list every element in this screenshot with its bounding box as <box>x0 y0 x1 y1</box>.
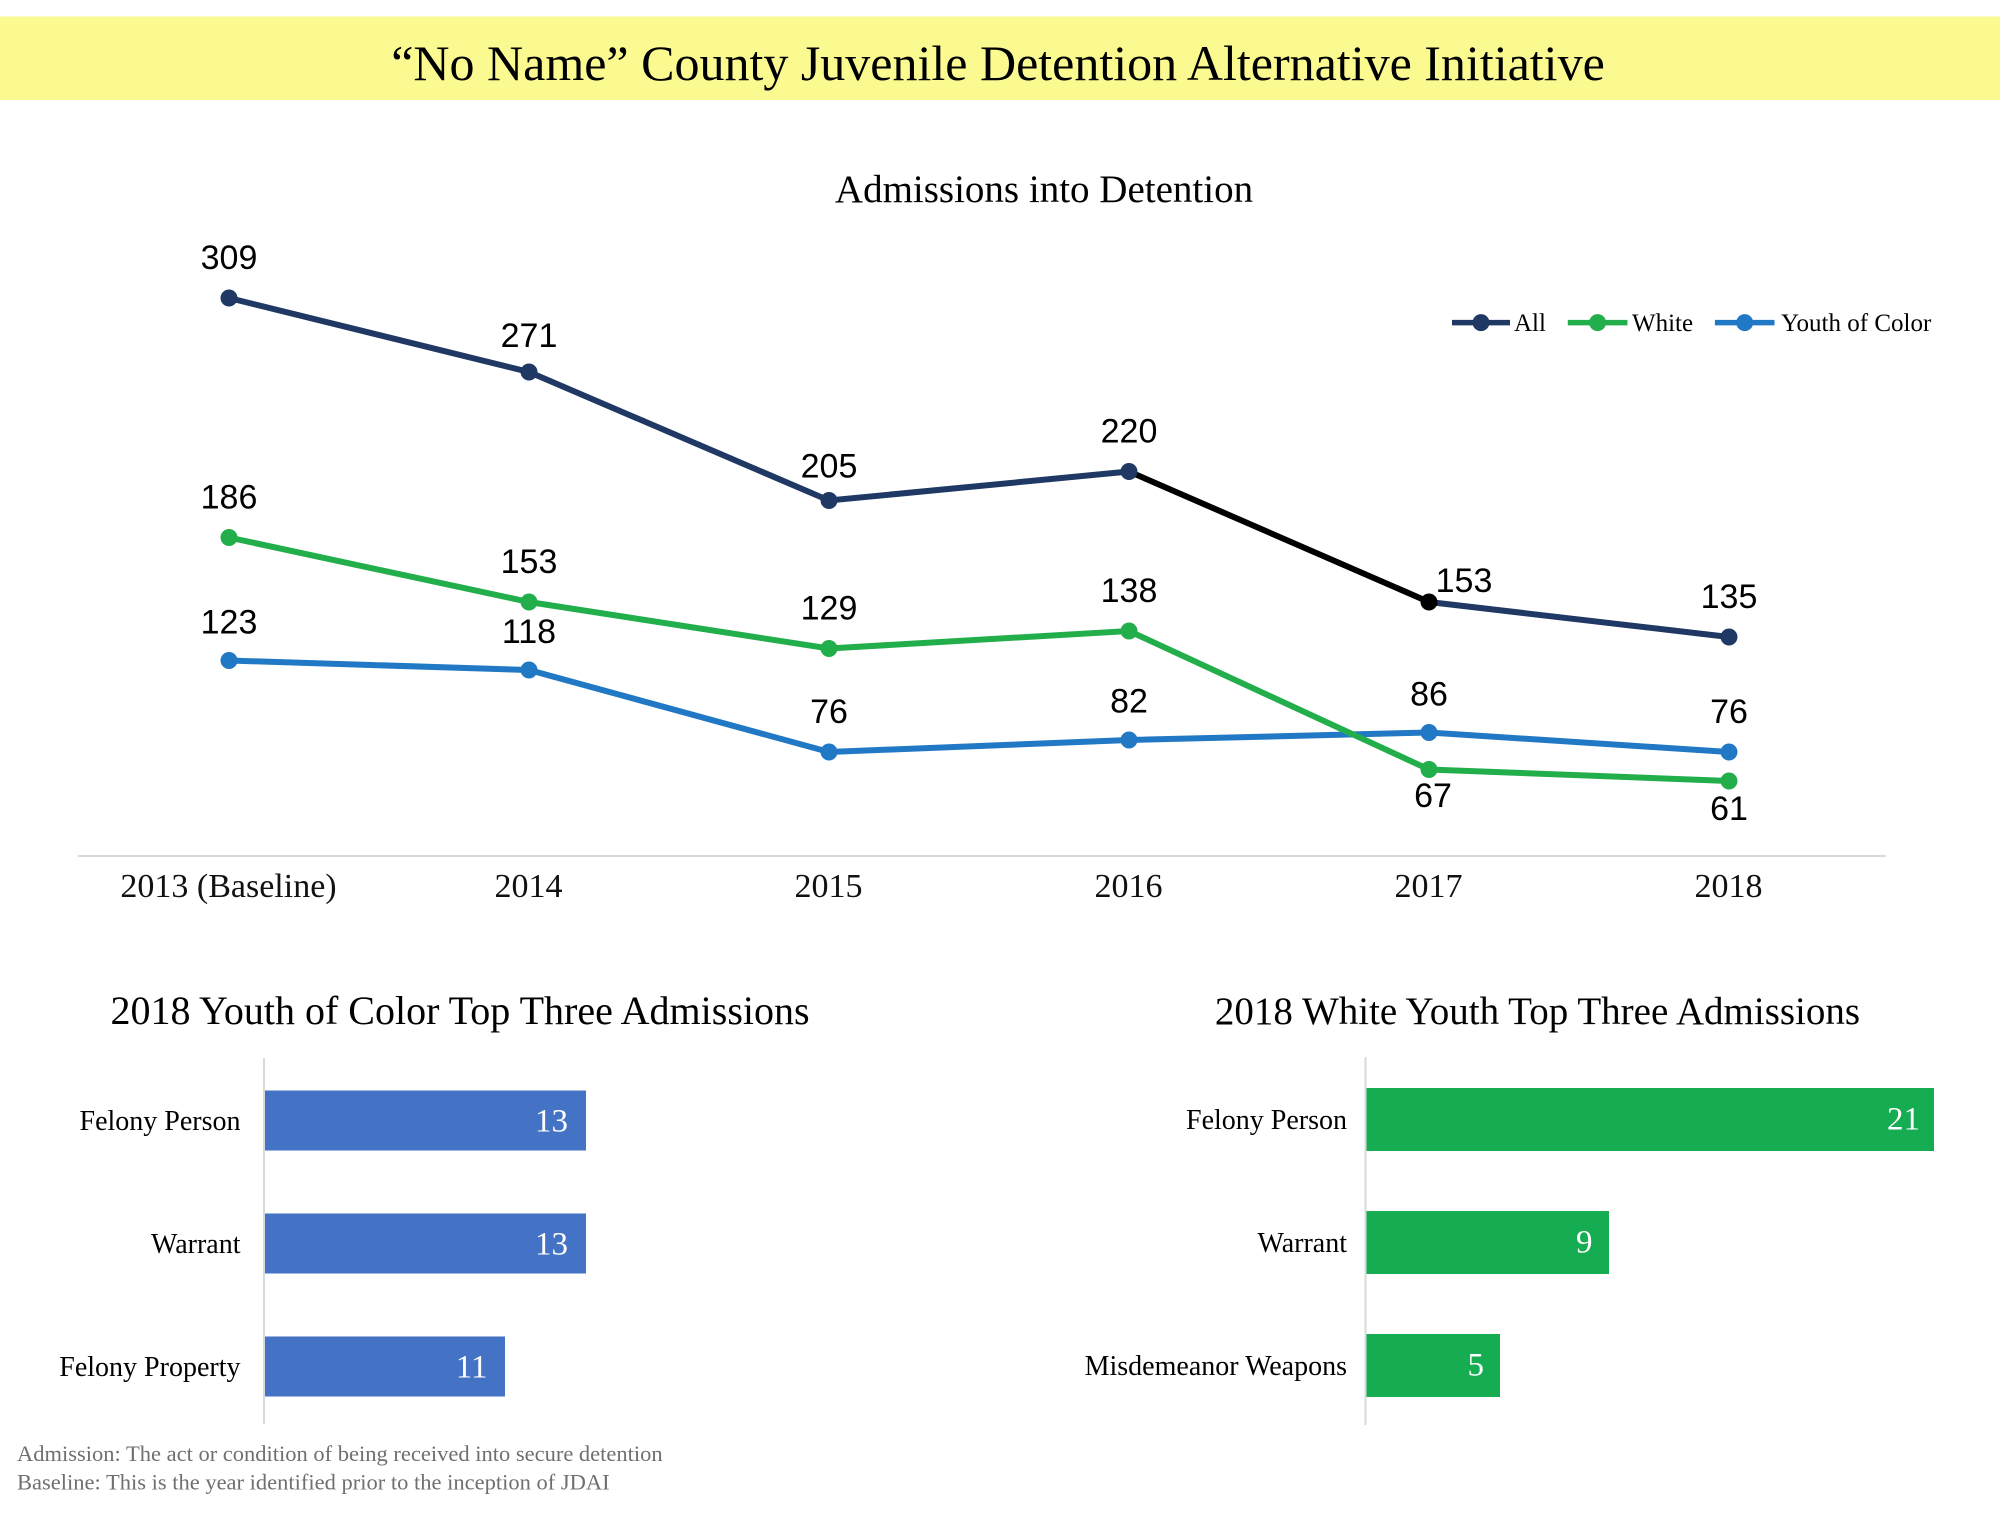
svg-text:13: 13 <box>535 1227 568 1263</box>
svg-text:2015: 2015 <box>795 868 863 905</box>
svg-text:118: 118 <box>502 613 556 651</box>
svg-text:76: 76 <box>1710 693 1748 731</box>
svg-text:129: 129 <box>801 590 858 628</box>
svg-text:2018: 2018 <box>1695 868 1763 905</box>
svg-text:271: 271 <box>501 317 558 355</box>
svg-text:153: 153 <box>501 543 558 581</box>
svg-text:Warrant: Warrant <box>1258 1228 1348 1259</box>
svg-text:Warrant: Warrant <box>151 1229 241 1260</box>
svg-text:82: 82 <box>1110 683 1148 721</box>
svg-text:186: 186 <box>201 479 258 517</box>
svg-text:76: 76 <box>810 693 848 731</box>
svg-text:2017: 2017 <box>1395 868 1463 905</box>
svg-text:9: 9 <box>1576 1225 1593 1261</box>
svg-text:205: 205 <box>801 448 858 486</box>
svg-text:2014: 2014 <box>495 868 563 905</box>
svg-text:Baseline: This is the year ide: Baseline: This is the year identified pr… <box>17 1470 610 1495</box>
svg-text:153: 153 <box>1436 562 1493 600</box>
svg-text:2016: 2016 <box>1095 868 1163 905</box>
svg-text:Admission: The act or conditio: Admission: The act or condition of being… <box>17 1441 663 1466</box>
svg-text:309: 309 <box>201 239 258 277</box>
svg-text:“No Name” County Juvenile Dete: “No Name” County Juvenile Detention Alte… <box>391 35 1605 91</box>
svg-text:Felony Property: Felony Property <box>59 1352 240 1383</box>
svg-text:220: 220 <box>1101 413 1158 451</box>
svg-text:11: 11 <box>456 1350 488 1386</box>
svg-text:123: 123 <box>201 604 258 642</box>
svg-text:2013 (Baseline): 2013 (Baseline) <box>120 868 336 905</box>
svg-text:135: 135 <box>1701 578 1758 616</box>
svg-text:61: 61 <box>1710 790 1748 828</box>
svg-text:Admissions into Detention: Admissions into Detention <box>835 168 1253 211</box>
svg-text:21: 21 <box>1887 1102 1920 1138</box>
svg-text:13: 13 <box>535 1104 568 1140</box>
svg-text:67: 67 <box>1414 777 1452 815</box>
svg-text:Felony Person: Felony Person <box>80 1106 241 1137</box>
svg-text:Misdemeanor Weapons: Misdemeanor Weapons <box>1085 1351 1347 1382</box>
svg-text:White: White <box>1632 310 1693 337</box>
svg-text:138: 138 <box>1101 572 1158 610</box>
svg-text:2018 Youth of Color Top Three: 2018 Youth of Color Top Three Admissions <box>110 988 809 1033</box>
svg-text:All: All <box>1514 310 1546 337</box>
svg-text:5: 5 <box>1468 1348 1485 1384</box>
svg-text:2018 White Youth Top Three Adm: 2018 White Youth Top Three Admissions <box>1215 990 1860 1033</box>
svg-text:Youth of Color: Youth of Color <box>1781 310 1932 337</box>
svg-text:Felony Person: Felony Person <box>1186 1105 1347 1136</box>
svg-text:86: 86 <box>1410 676 1448 714</box>
